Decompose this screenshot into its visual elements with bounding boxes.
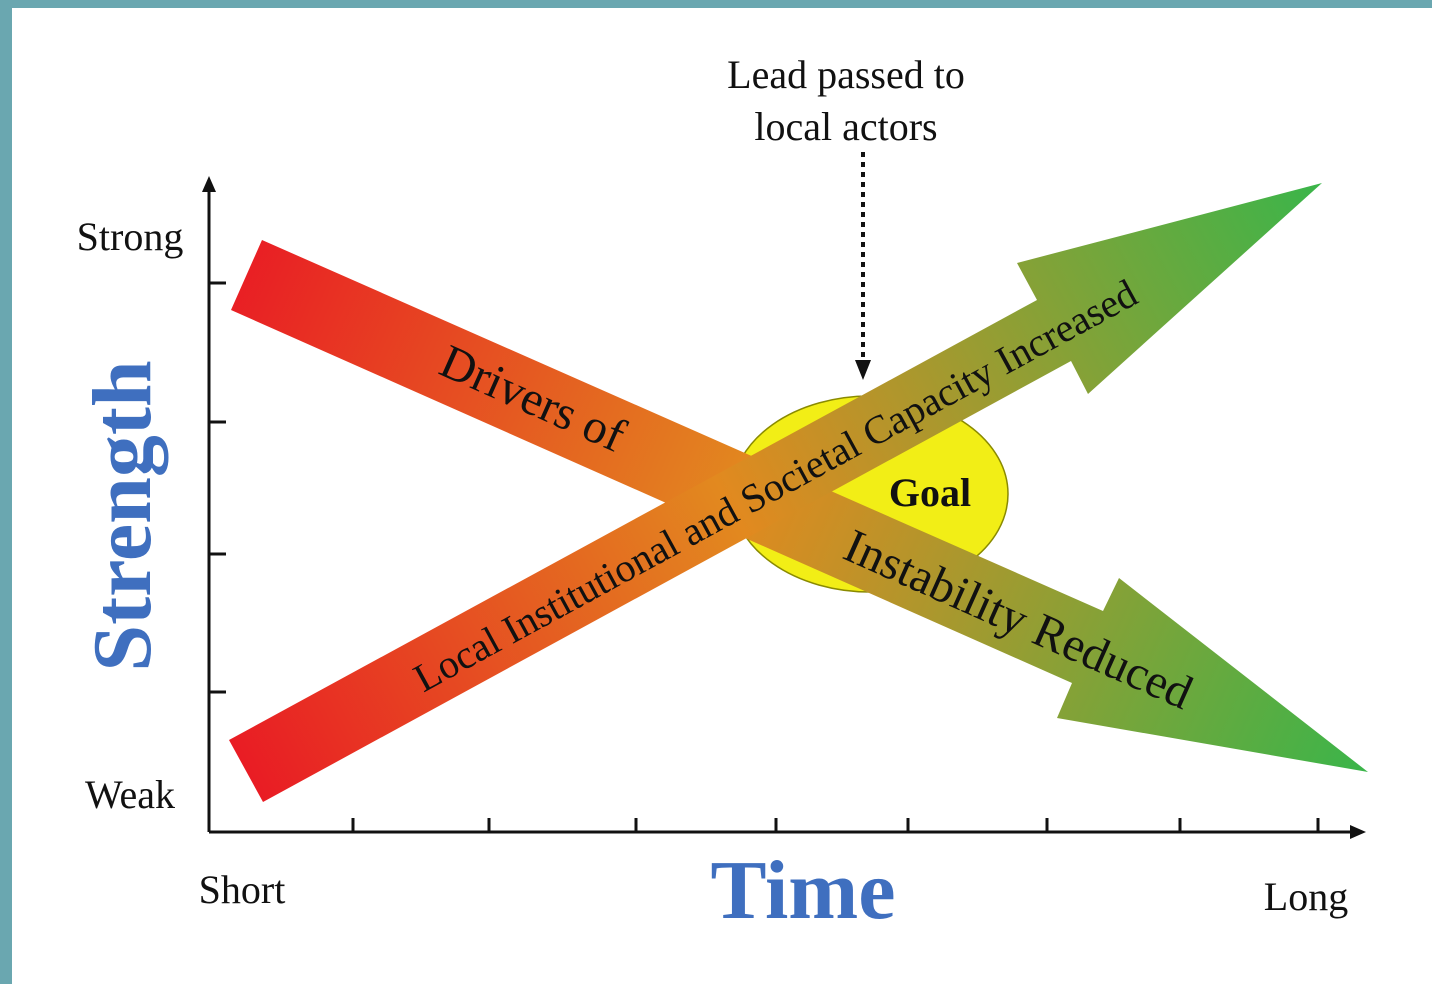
y-axis-bottom-label: Weak [85, 772, 175, 817]
y-axis-ticks [209, 281, 226, 694]
goal-label: Goal [889, 470, 971, 515]
frame-top-border [0, 0, 1432, 8]
annotation-line-2: local actors [754, 104, 937, 149]
y-axis-arrowhead [202, 176, 216, 192]
x-axis-title: Time [710, 844, 895, 937]
x-axis-ticks [351, 818, 1320, 832]
x-axis-left-label: Short [199, 867, 286, 912]
x-axis-arrowhead [1350, 825, 1366, 839]
annotation-arrowhead [855, 360, 871, 380]
annotation-line-1: Lead passed to [727, 52, 965, 97]
y-axis-top-label: Strong [77, 214, 184, 259]
frame-left-border [0, 0, 12, 984]
x-axis-right-label: Long [1264, 874, 1348, 919]
y-axis-title: Strength [76, 360, 169, 671]
increasing-arrow [229, 183, 1322, 802]
